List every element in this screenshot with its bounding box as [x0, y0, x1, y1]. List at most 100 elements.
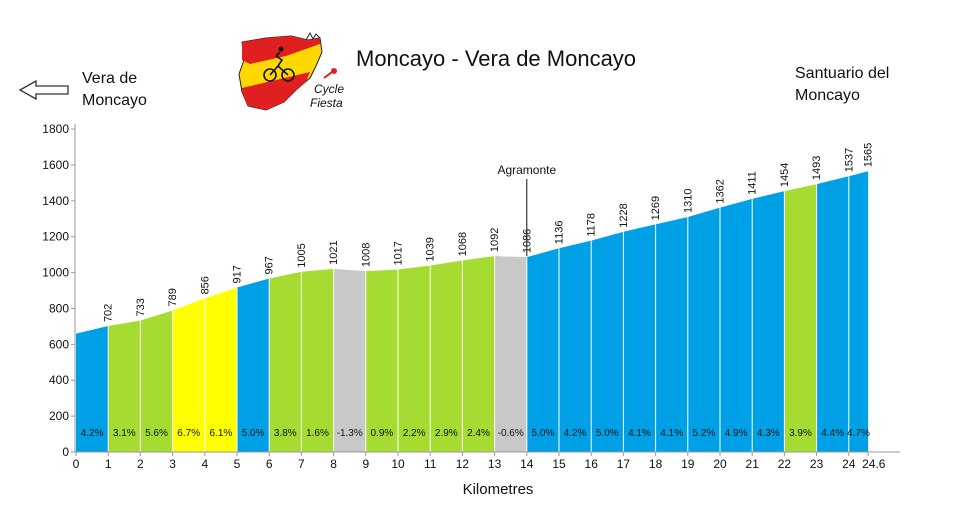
gradient-label-7: 1.6% — [306, 428, 329, 439]
x-tick-labels: 0 1 2 3 4 5 6 7 8 9 10 11 12 13 14 15 16 17 18 19 20 21 22 23 24… — [73, 457, 886, 471]
x-tick-label-23: 23 — [810, 457, 824, 471]
x-tick-label-22: 22 — [778, 457, 792, 471]
elevation-label-23: 1493 — [811, 156, 823, 180]
logo-text-line-2: Fiesta — [310, 96, 343, 110]
x-tick-label-1: 1 — [105, 457, 112, 471]
elevation-label-13: 1092 — [489, 228, 501, 252]
start-line-2: Moncayo — [82, 92, 147, 109]
annotations: Agramonte — [497, 163, 556, 257]
y-tick-label-2: 400 — [49, 373, 69, 387]
elevation-label-18: 1269 — [650, 196, 662, 220]
annotation-label-0: Agramonte — [497, 163, 556, 177]
x-tick-label-19: 19 — [681, 457, 695, 471]
gradient-label-4: 6.1% — [210, 428, 233, 439]
segment-area-13 — [494, 256, 527, 452]
y-tick-label-5: 1000 — [42, 266, 69, 280]
segment-area-0 — [76, 326, 109, 452]
y-tick-label-7: 1400 — [42, 194, 69, 208]
elevation-label-25: 1565 — [863, 143, 875, 167]
elevation-label-16: 1178 — [586, 213, 598, 237]
elevation-label-9: 1008 — [360, 243, 372, 267]
segment-area-2 — [140, 310, 173, 452]
elevation-label-22: 1454 — [779, 163, 791, 187]
segment-area-7 — [301, 268, 334, 452]
segment-area-22 — [784, 184, 817, 452]
x-tick-label-4: 4 — [201, 457, 208, 471]
gradient-label-9: 0.9% — [371, 428, 394, 439]
x-tick-label-7: 7 — [298, 457, 305, 471]
gradient-label-0: 4.2% — [81, 428, 104, 439]
end-line-2: Moncayo — [795, 87, 860, 104]
segment-area-8 — [333, 268, 366, 452]
cycle-fiesta-logo: Cycle Fiesta — [236, 30, 356, 116]
elevation-label-10: 1017 — [393, 241, 405, 265]
segment-area-9 — [365, 269, 398, 452]
gradient-label-2: 5.6% — [145, 428, 168, 439]
segment-area-17 — [623, 224, 656, 452]
gradient-label-10: 2.2% — [403, 428, 426, 439]
gradient-label-20: 4.9% — [725, 428, 748, 439]
elevation-label-24: 1537 — [843, 148, 855, 172]
elevation-label-21: 1411 — [747, 171, 759, 195]
y-tick-labels: 0 200 400 600 800 1000 1200 1400 1600 1800 — [42, 122, 69, 459]
x-tick-label-9: 9 — [362, 457, 369, 471]
gradient-label-1: 3.1% — [113, 428, 136, 439]
segment-area-20 — [720, 198, 753, 452]
elevation-label-15: 1136 — [554, 221, 566, 245]
x-tick-label-13: 13 — [488, 457, 502, 471]
y-tick-label-9: 1800 — [42, 122, 69, 136]
x-tick-label-2: 2 — [137, 457, 144, 471]
x-tick-label-21: 21 — [746, 457, 760, 471]
gradient-label-11: 2.9% — [435, 428, 458, 439]
segment-area-18 — [655, 216, 688, 452]
gradient-label-14: 5.0% — [532, 428, 555, 439]
segment-area-19 — [687, 207, 720, 452]
elevation-label-7: 1005 — [296, 243, 308, 267]
x-tick-label-12: 12 — [456, 457, 470, 471]
x-tick-label-5: 5 — [234, 457, 241, 471]
logo-text-line-1: Cycle — [314, 82, 345, 96]
x-tick-label-8: 8 — [330, 457, 337, 471]
gradient-label-18: 4.1% — [660, 428, 683, 439]
start-line-1: Vera de — [82, 70, 138, 87]
y-tick-label-0: 0 — [62, 445, 69, 459]
spain-map-icon — [238, 31, 337, 111]
gradient-labels: 4.2% 3.1% 5.6% 6.7% 6.1% 5.0% 3.8% 1.6% -1.3% 0.9… — [81, 428, 870, 439]
segment-area-14 — [526, 248, 559, 452]
end-location-label: Santuario del Moncayo — [795, 63, 925, 107]
gradient-label-6: 3.8% — [274, 428, 297, 439]
segment-area-3 — [172, 298, 205, 452]
segment-area-10 — [398, 265, 431, 452]
x-tick-label-0: 0 — [73, 457, 80, 471]
chart-title: Moncayo - Vera de Moncayo — [356, 46, 637, 71]
x-tick-label-3: 3 — [169, 457, 176, 471]
segment-area-12 — [462, 256, 495, 452]
x-tick-label-11: 11 — [424, 457, 437, 471]
segment-fills — [76, 171, 869, 452]
gradient-label-24: 4.7% — [847, 428, 870, 439]
segment-area-21 — [752, 191, 785, 452]
gradient-label-21: 4.3% — [757, 428, 780, 439]
gradient-label-8: -1.3% — [337, 428, 363, 439]
elevation-label-20: 1362 — [715, 179, 727, 203]
segment-area-4 — [204, 287, 237, 452]
elevation-label-19: 1310 — [682, 189, 694, 213]
end-line-1: Santuario del — [795, 65, 890, 82]
y-tick-label-8: 1600 — [42, 158, 69, 172]
gradient-label-15: 4.2% — [564, 428, 587, 439]
segment-area-24 — [848, 171, 869, 452]
gradient-label-23: 4.4% — [821, 428, 844, 439]
axes — [71, 124, 900, 456]
gradient-label-22: 3.9% — [789, 428, 812, 439]
elevation-label-6: 967 — [264, 256, 276, 274]
elevation-label-2: 733 — [135, 298, 147, 316]
y-tick-label-1: 200 — [49, 409, 69, 423]
elevation-label-12: 1068 — [457, 232, 469, 256]
segment-area-15 — [559, 240, 592, 452]
y-tick-label-3: 600 — [49, 337, 69, 351]
gradient-label-5: 5.0% — [242, 428, 265, 439]
elevation-label-3: 789 — [167, 288, 179, 306]
segment-area-1 — [108, 320, 141, 452]
y-tick-label-6: 1200 — [42, 230, 69, 244]
x-axis-title: Kilometres — [463, 481, 534, 498]
